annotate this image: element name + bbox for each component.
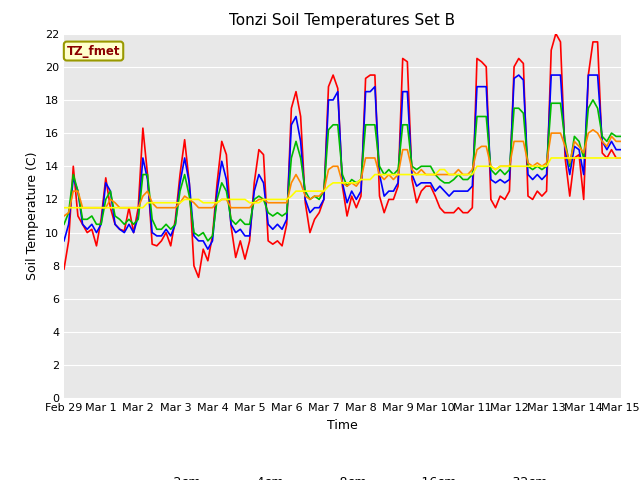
Legend: -2cm, -4cm, -8cm, -16cm, -32cm: -2cm, -4cm, -8cm, -16cm, -32cm <box>132 471 553 480</box>
Text: TZ_fmet: TZ_fmet <box>67 45 120 58</box>
X-axis label: Time: Time <box>327 419 358 432</box>
Title: Tonzi Soil Temperatures Set B: Tonzi Soil Temperatures Set B <box>229 13 456 28</box>
Y-axis label: Soil Temperature (C): Soil Temperature (C) <box>26 152 39 280</box>
